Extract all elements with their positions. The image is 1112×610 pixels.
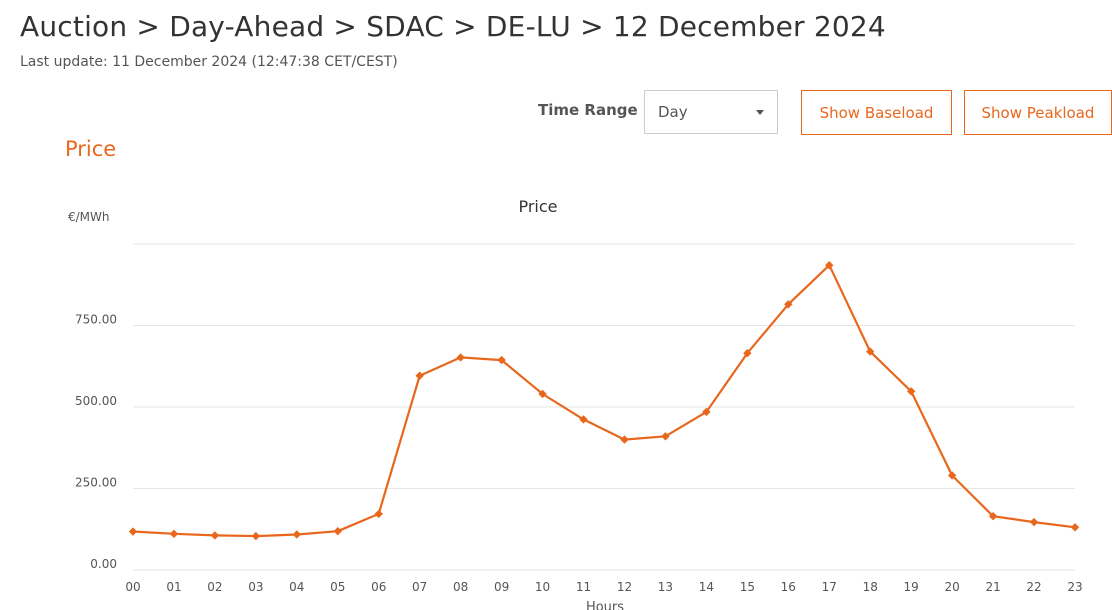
data-point[interactable]: [620, 435, 629, 444]
data-point[interactable]: [538, 389, 547, 399]
x-tick-label: 00: [125, 580, 140, 594]
data-point[interactable]: [497, 355, 506, 365]
time-range-select[interactable]: Day: [644, 90, 778, 134]
data-point[interactable]: [743, 349, 752, 358]
y-tick-label: 500.00: [75, 394, 117, 408]
data-point[interactable]: [906, 387, 916, 396]
data-point[interactable]: [866, 347, 875, 356]
data-point[interactable]: [1029, 517, 1039, 527]
data-point[interactable]: [579, 415, 588, 424]
x-tick-label: 22: [1026, 580, 1041, 594]
series-line: [132, 264, 1076, 538]
y-tick-label: 750.00: [75, 313, 117, 327]
data-point[interactable]: [988, 512, 998, 521]
data-point[interactable]: [825, 260, 834, 270]
x-tick-label: 21: [985, 580, 1000, 594]
x-tick-label: 06: [371, 580, 386, 594]
x-tick-label: 01: [166, 580, 181, 594]
data-point[interactable]: [210, 531, 220, 540]
chart-title: Price: [518, 197, 557, 216]
x-tick-label: 07: [412, 580, 427, 594]
x-tick-label: 16: [781, 580, 796, 594]
x-axis-ticks: 00 01 02 03 04 05 06 07 08 09 10 11 12 13 14 15 16 17 18 19…: [125, 580, 1082, 594]
show-peakload-button[interactable]: Show Peakload: [964, 90, 1112, 135]
data-point[interactable]: [661, 432, 670, 441]
data-point[interactable]: [128, 527, 138, 536]
y-unit-label: €/MWh: [68, 210, 110, 224]
y-tick-label: 250.00: [75, 476, 117, 490]
data-point[interactable]: [947, 471, 957, 480]
price-series: [128, 260, 1080, 541]
y-tick-label: 0.00: [90, 557, 117, 571]
x-tick-label: 20: [944, 580, 959, 594]
data-point[interactable]: [169, 529, 179, 539]
x-tick-label: 10: [535, 580, 550, 594]
page-title: Auction > Day-Ahead > SDAC > DE-LU > 12 …: [20, 10, 886, 43]
data-point[interactable]: [702, 407, 711, 417]
section-title: Price: [65, 137, 117, 161]
x-tick-label: 11: [576, 580, 591, 594]
x-tick-label: 18: [863, 580, 878, 594]
x-axis-title: Hours: [586, 600, 624, 610]
x-tick-label: 13: [658, 580, 673, 594]
data-point[interactable]: [1070, 523, 1080, 532]
show-baseload-button[interactable]: Show Baseload: [801, 90, 952, 135]
x-tick-label: 08: [453, 580, 468, 594]
x-tick-label: 09: [494, 580, 509, 594]
time-range-label: Time Range: [538, 101, 638, 119]
x-tick-label: 05: [330, 580, 345, 594]
x-tick-label: 04: [289, 580, 304, 594]
x-tick-label: 12: [617, 580, 632, 594]
last-update-text: Last update: 11 December 2024 (12:47:38 …: [20, 54, 398, 70]
x-tick-label: 19: [904, 580, 919, 594]
data-point[interactable]: [333, 527, 342, 536]
time-range-value: Day: [658, 103, 688, 121]
x-tick-label: 14: [699, 580, 714, 594]
data-point[interactable]: [415, 371, 424, 380]
y-axis-ticks: 0.00 250.00 500.00 750.00: [75, 313, 117, 572]
x-tick-label: 15: [740, 580, 755, 594]
data-point[interactable]: [251, 531, 261, 541]
data-point[interactable]: [374, 509, 383, 519]
x-tick-label: 23: [1067, 580, 1082, 594]
data-point[interactable]: [292, 530, 302, 539]
chevron-down-icon: [756, 109, 764, 115]
data-point[interactable]: [784, 300, 793, 309]
x-tick-label: 03: [248, 580, 263, 594]
grid-lines: [133, 243, 1075, 571]
data-point[interactable]: [456, 353, 465, 362]
x-tick-label: 02: [207, 580, 222, 594]
x-tick-label: 17: [822, 580, 837, 594]
